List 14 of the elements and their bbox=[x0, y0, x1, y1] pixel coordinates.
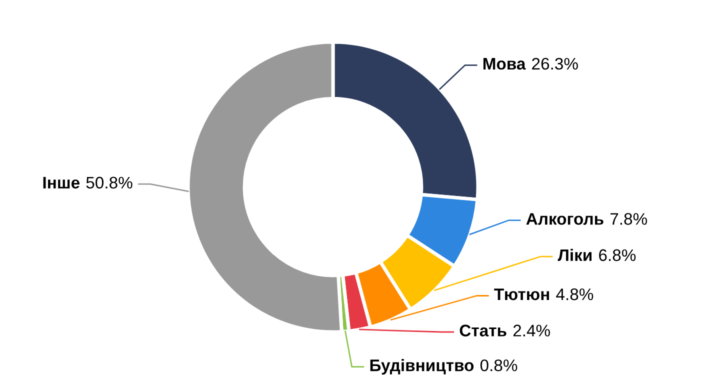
slice-label: Тютюн bbox=[494, 288, 550, 300]
data-label: 26.3% bbox=[532, 58, 578, 70]
data-label: 2.4% bbox=[513, 324, 550, 336]
slice-label: Стать bbox=[460, 324, 506, 336]
slice-label: Ліки bbox=[558, 248, 592, 262]
data-label: 6.8% bbox=[599, 249, 636, 262]
data-label: 7.8% bbox=[610, 213, 648, 225]
slice-label: Будівництво bbox=[370, 359, 474, 375]
slice-label: Алкоголь bbox=[526, 213, 604, 225]
slice-label: Інше bbox=[43, 176, 80, 189]
data-label: 0.8% bbox=[480, 359, 518, 372]
data-label: 50.8% bbox=[86, 176, 132, 189]
data-label: 4.8% bbox=[556, 288, 594, 300]
slice-label: Мова bbox=[483, 58, 526, 70]
